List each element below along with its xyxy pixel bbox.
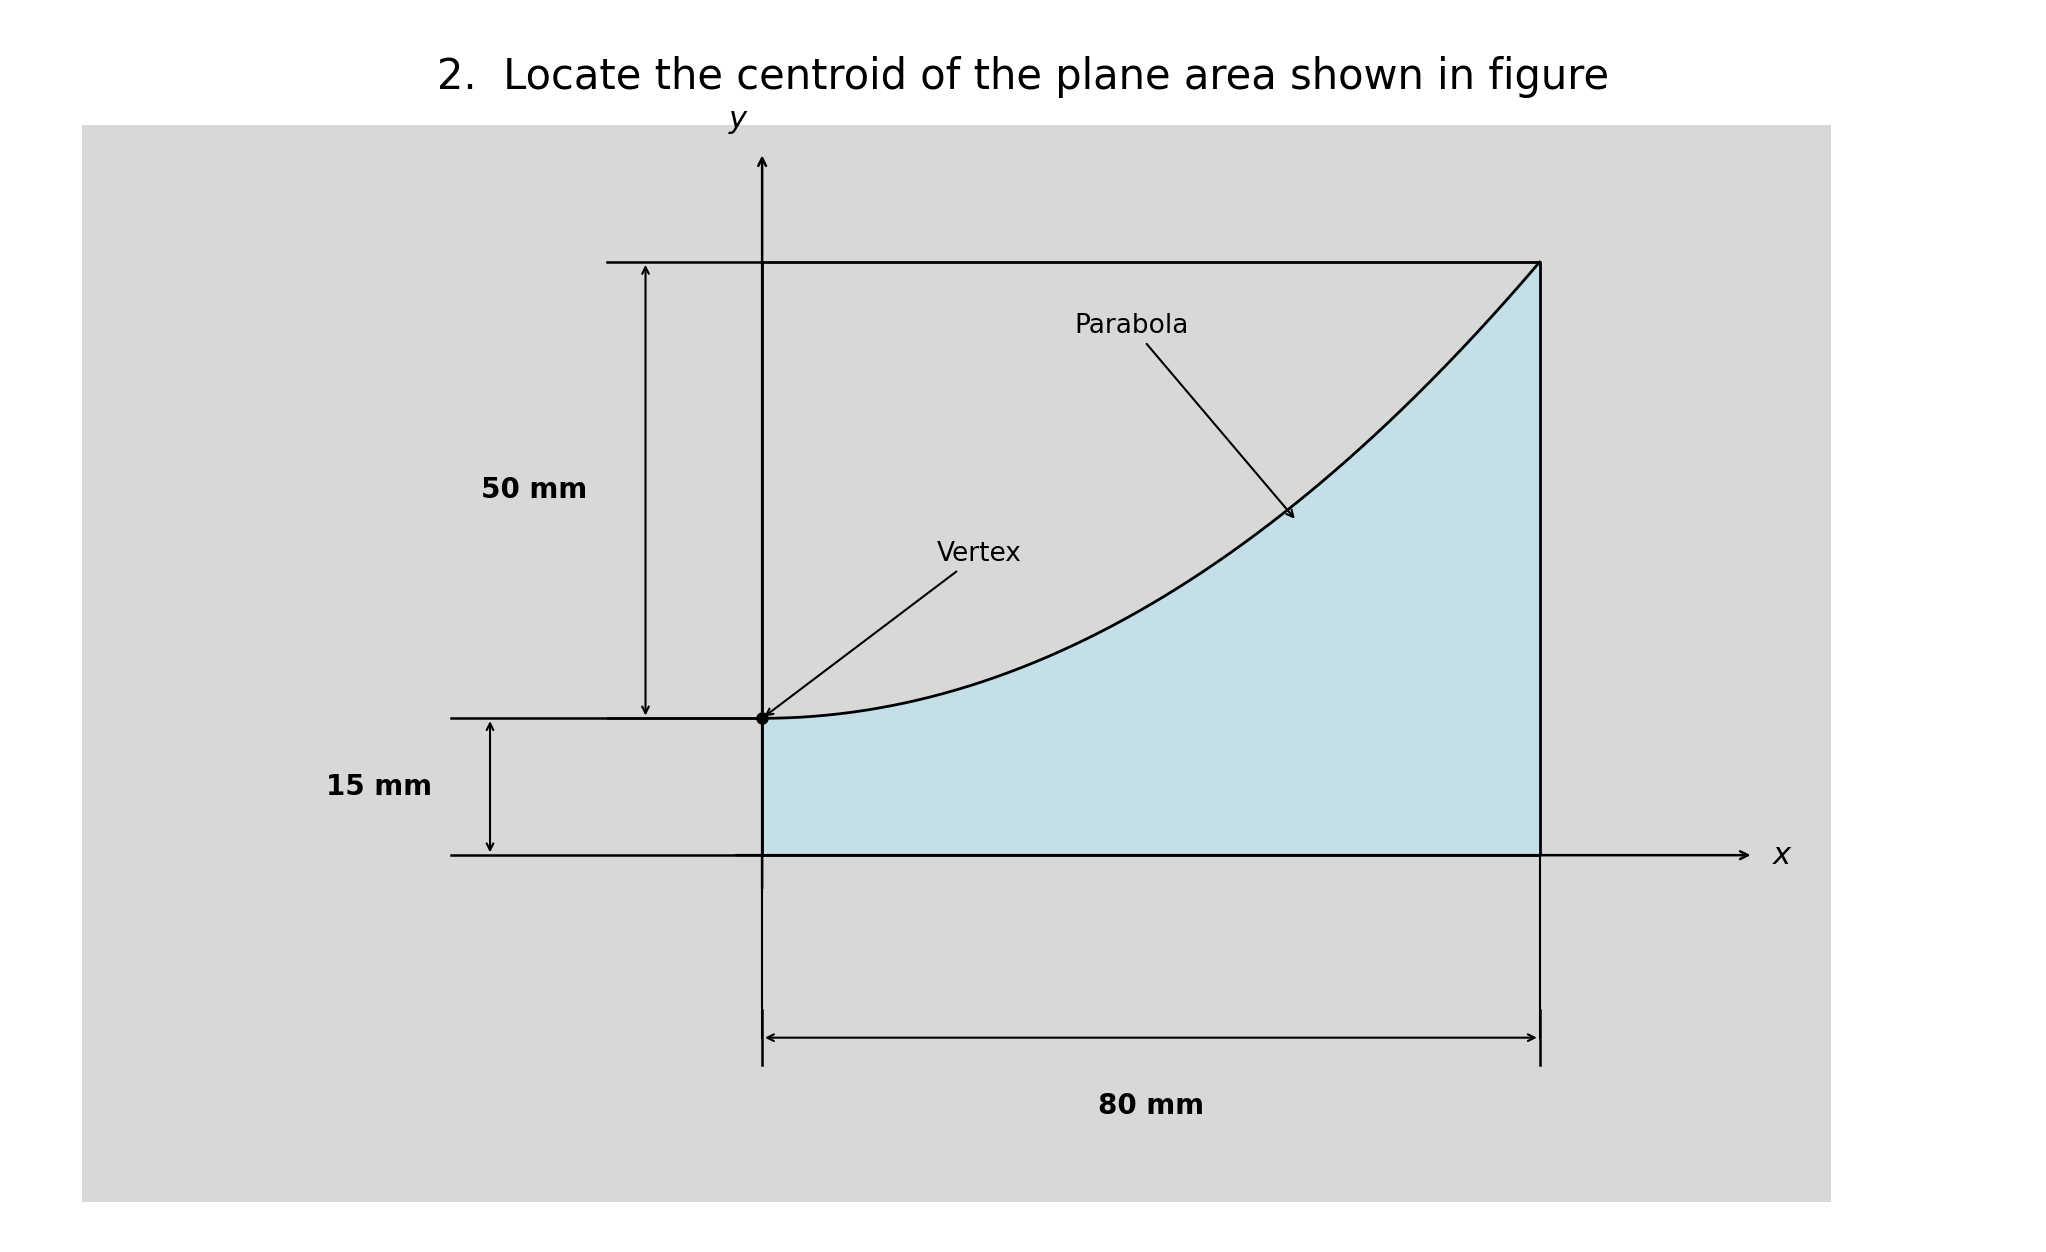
Text: 2.  Locate the centroid of the plane area shown in figure: 2. Locate the centroid of the plane area…: [438, 56, 1608, 99]
Text: 80 mm: 80 mm: [1099, 1093, 1203, 1121]
Polygon shape: [763, 262, 1541, 855]
Text: y: y: [728, 105, 747, 134]
Text: Vertex: Vertex: [765, 541, 1021, 715]
Text: 50 mm: 50 mm: [481, 476, 587, 505]
Text: 15 mm: 15 mm: [325, 772, 432, 801]
Text: Parabola: Parabola: [1074, 313, 1293, 517]
Text: x: x: [1772, 840, 1790, 870]
